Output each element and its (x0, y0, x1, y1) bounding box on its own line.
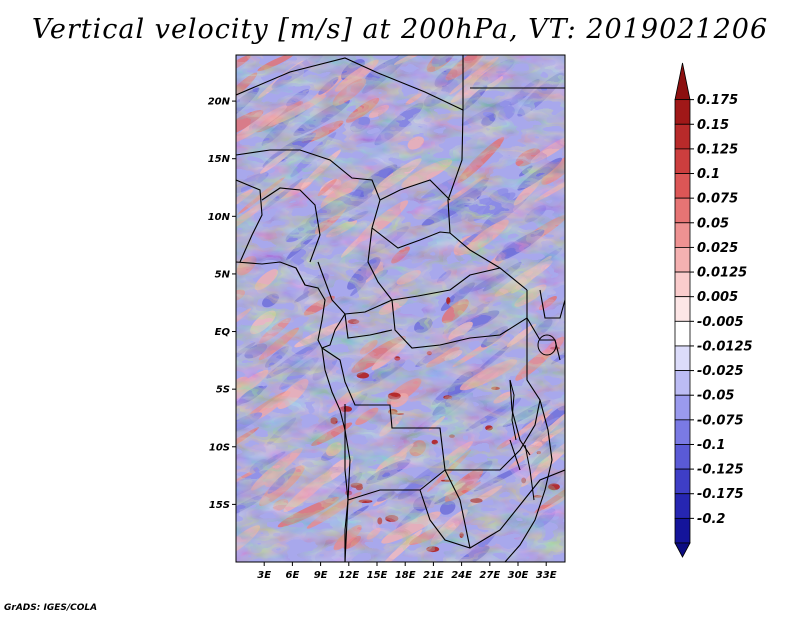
colorbar-label: -0.125 (697, 463, 744, 478)
colorbar-swatch (674, 320, 691, 347)
map-frame (235, 54, 566, 563)
colorbar-swatch (674, 444, 691, 470)
colorbar-swatch (674, 271, 691, 298)
colorbar-swatch (674, 468, 691, 495)
colorbar-label: -0.1 (697, 438, 725, 453)
lat-tick-label: 10N (208, 212, 231, 223)
map-field (236, 55, 565, 562)
colorbar-swatch (674, 123, 691, 150)
colorbar-label: -0.025 (697, 364, 744, 379)
lat-tick-label: EQ (215, 327, 231, 338)
colorbar-swatch (674, 345, 691, 371)
colorbar: 0.175 0.15 0.125 0.1 0.075 0.05 0.025 0.0125 0.0… (674, 62, 753, 558)
lon-tick-label: 24E (451, 570, 472, 581)
colorbar-label: -0.075 (697, 413, 744, 428)
colorbar-swatch (674, 247, 691, 273)
lat-tick-label: 5S (216, 385, 230, 396)
lon-tick-label: 30E (508, 570, 529, 581)
lon-tick-label: 9E (314, 570, 328, 581)
colorbar-swatch (674, 173, 691, 199)
colorbar-label: -0.05 (697, 389, 734, 404)
lon-tick-label: 18E (395, 570, 416, 581)
grads-credit: GrADS: IGES/COLA (4, 603, 98, 613)
colorbar-swatch (674, 419, 691, 445)
coastline (295, 267, 351, 562)
lakes (509, 334, 557, 501)
colorbar-swatch (674, 148, 691, 174)
colorbar-label: 0.005 (697, 290, 738, 305)
colorbar-label: 0.15 (697, 118, 729, 133)
lat-tick-label: 15S (209, 500, 230, 511)
latitude-axis: 20N 15N 10N 5N EQ 5S 10S 15S (208, 97, 236, 511)
lat-tick-label: 10S (209, 442, 230, 453)
colorbar-label: -0.0125 (697, 339, 753, 354)
lon-tick-label: 27E (479, 570, 500, 581)
colorbar-label: 0.125 (697, 142, 738, 157)
colorbar-swatch (674, 197, 691, 224)
lon-tick-label: 3E (257, 570, 271, 581)
lon-tick-label: 33E (536, 570, 557, 581)
colorbar-label: -0.2 (697, 512, 725, 527)
colorbar-label: 0.1 (697, 167, 720, 182)
colorbar-label: 0.175 (697, 93, 738, 108)
colorbar-swatch (674, 517, 691, 544)
colorbar-swatch (674, 99, 691, 125)
colorbar-max-arrow (674, 62, 691, 101)
colorbar-label: 0.0125 (697, 266, 747, 281)
lon-tick-label: 12E (338, 570, 359, 581)
colorbar-swatch (674, 493, 691, 519)
colorbar-label: 0.025 (697, 241, 738, 256)
lon-tick-label: 6E (286, 570, 300, 581)
map-title: Vertical velocity [m/s] at 200hPa, VT: 2… (31, 14, 769, 45)
colorbar-swatch (674, 370, 691, 396)
lon-tick-label: 21E (423, 570, 444, 581)
colorbar-label: -0.175 (697, 487, 744, 502)
lon-tick-label: 15E (367, 570, 388, 581)
lat-tick-label: 5N (215, 269, 231, 280)
colorbar-label: 0.05 (697, 216, 729, 231)
longitude-axis: 3E 6E 9E 12E 15E 18E 21E 24E 27E 30E 33E (257, 562, 557, 581)
lat-tick-label: 15N (208, 154, 231, 165)
colorbar-min-arrow (674, 542, 691, 558)
colorbar-swatch (674, 222, 691, 248)
colorbar-label: -0.005 (697, 315, 744, 330)
colorbar-label: 0.075 (697, 192, 738, 207)
lat-tick-label: 20N (208, 97, 231, 108)
colorbar-swatch (674, 394, 691, 421)
colorbar-swatch (674, 296, 691, 322)
